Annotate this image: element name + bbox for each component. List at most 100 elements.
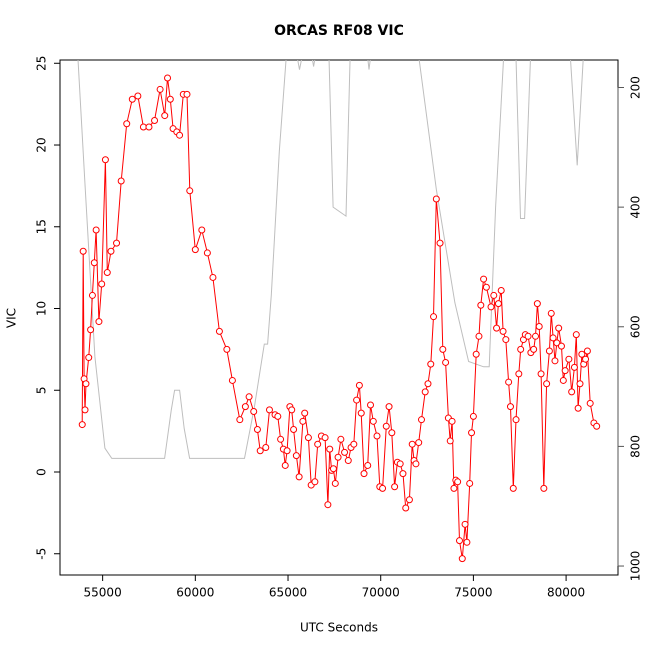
data-point xyxy=(166,95,174,103)
data-point xyxy=(583,347,591,355)
data-point xyxy=(543,380,551,388)
data-point xyxy=(533,300,541,308)
data-point xyxy=(326,445,334,453)
data-point xyxy=(360,470,368,478)
data-point xyxy=(304,434,312,442)
data-point xyxy=(468,429,476,437)
data-point xyxy=(555,324,563,332)
data-point xyxy=(228,376,236,384)
data-point xyxy=(107,247,115,255)
data-point xyxy=(421,388,429,396)
data-point xyxy=(334,453,342,461)
data-point xyxy=(88,291,96,299)
data-point xyxy=(493,324,501,332)
data-point xyxy=(487,303,495,311)
data-point xyxy=(576,380,584,388)
data-point xyxy=(509,484,517,492)
data-point xyxy=(570,363,578,371)
data-point xyxy=(369,417,377,425)
data-point xyxy=(203,249,211,257)
data-point xyxy=(391,483,399,491)
data-point xyxy=(506,403,514,411)
data-point xyxy=(450,484,458,492)
data-point xyxy=(123,120,131,128)
data-point xyxy=(382,422,390,430)
data-point xyxy=(215,327,223,335)
data-point xyxy=(574,404,582,412)
data-point xyxy=(524,332,532,340)
data-point xyxy=(103,269,111,277)
plot-area xyxy=(77,60,601,563)
data-point xyxy=(515,370,523,378)
data-point xyxy=(502,336,510,344)
series-line xyxy=(81,77,598,559)
data-point xyxy=(415,439,423,447)
data-point xyxy=(482,283,490,291)
x-tick-label: 70000 xyxy=(362,586,400,600)
data-point xyxy=(572,331,580,339)
data-point xyxy=(472,350,480,358)
plot-box xyxy=(59,59,619,576)
data-point xyxy=(290,425,298,433)
data-point xyxy=(101,156,109,164)
data-point xyxy=(446,437,454,445)
data-point xyxy=(301,409,309,417)
data-point xyxy=(537,370,545,378)
data-point xyxy=(388,429,396,437)
data-point xyxy=(505,378,513,386)
data-point xyxy=(283,447,291,455)
data-point xyxy=(402,504,410,512)
data-point xyxy=(477,301,485,309)
data-point xyxy=(241,403,249,411)
data-point xyxy=(236,416,244,424)
y2-tick-label: 400 xyxy=(629,196,643,219)
data-point xyxy=(277,435,285,443)
data-point xyxy=(561,367,569,375)
data-point xyxy=(209,273,217,281)
data-point xyxy=(364,461,372,469)
data-point xyxy=(424,380,432,388)
data-point xyxy=(480,275,488,283)
data-point xyxy=(586,399,594,407)
data-point xyxy=(145,123,153,131)
series-line xyxy=(77,60,584,459)
y-tick-label: 25 xyxy=(35,56,49,71)
data-point xyxy=(311,478,319,486)
data-point xyxy=(357,409,365,417)
data-point xyxy=(432,195,440,203)
data-point xyxy=(530,345,538,353)
data-point xyxy=(117,177,125,185)
data-point xyxy=(367,401,375,409)
y-tick-label: 15 xyxy=(35,219,49,234)
y-tick-label: -5 xyxy=(35,548,49,560)
y2-tick-label: 600 xyxy=(629,315,643,338)
data-point xyxy=(183,90,191,98)
data-point xyxy=(321,434,329,442)
data-point xyxy=(186,187,194,195)
chart-title: ORCAS RF08 VIC xyxy=(274,23,404,39)
data-point xyxy=(466,479,474,487)
data-point xyxy=(549,334,557,342)
data-point xyxy=(448,417,456,425)
data-point xyxy=(436,239,444,247)
data-point xyxy=(92,226,100,234)
data-point xyxy=(593,422,601,430)
data-point xyxy=(329,465,337,473)
data-point xyxy=(427,360,435,368)
data-point xyxy=(475,332,483,340)
x-tick-label: 75000 xyxy=(454,586,492,600)
data-point xyxy=(350,440,358,448)
x-tick-label: 65000 xyxy=(269,586,307,600)
data-point xyxy=(198,226,206,234)
data-point xyxy=(128,95,136,103)
data-point xyxy=(458,555,466,563)
data-point xyxy=(442,358,450,366)
data-point xyxy=(314,440,322,448)
data-point xyxy=(439,345,447,353)
data-point xyxy=(262,443,270,451)
data-point xyxy=(90,259,98,267)
data-point xyxy=(553,339,561,347)
data-point xyxy=(396,460,404,468)
data-point xyxy=(337,435,345,443)
